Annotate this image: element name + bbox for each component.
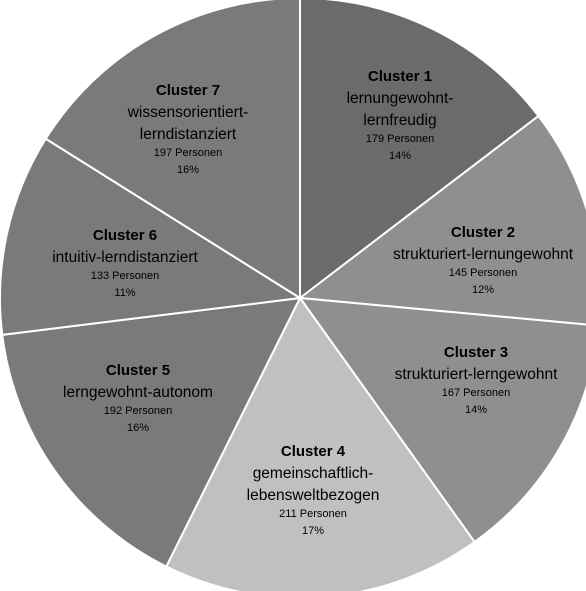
slice-percent: 16% bbox=[177, 164, 199, 176]
slice-count: 197 Personen bbox=[154, 147, 223, 159]
slice-label-cluster-4: Cluster 4 gemeinschaftlich-lebensweltbezo… bbox=[247, 443, 380, 537]
slice-name: lernungewohnt- bbox=[347, 90, 454, 107]
slice-name: lerndistanziert bbox=[140, 126, 237, 143]
slice-name: strukturiert-lerngewohnt bbox=[395, 366, 559, 383]
slice-name: lerngewohnt-autonom bbox=[63, 384, 213, 401]
slice-percent: 11% bbox=[114, 287, 135, 299]
slice-label-cluster-1: Cluster 1 lernungewohnt-lernfreudig 179 Pe… bbox=[347, 68, 454, 162]
pie-slice-cluster-7 bbox=[44, 0, 301, 300]
slice-label-cluster-5: Cluster 5 lerngewohnt-autonom 192 Personen… bbox=[63, 362, 213, 434]
slice-count: 179 Personen bbox=[366, 133, 435, 145]
slice-title: Cluster 3 bbox=[444, 344, 508, 361]
slice-count: 145 Personen bbox=[449, 267, 518, 279]
slice-name: strukturiert-lernungewohnt bbox=[393, 246, 574, 263]
slice-label-cluster-6: Cluster 6 intuitiv-lerndistanziert 133 Per… bbox=[52, 227, 198, 299]
pie-slice-cluster-4 bbox=[164, 296, 476, 591]
pie-slice-cluster-5 bbox=[1, 296, 302, 568]
slice-title: Cluster 2 bbox=[451, 224, 515, 241]
slice-name: gemeinschaftlich- bbox=[253, 465, 374, 482]
slice-percent: 16% bbox=[127, 422, 149, 434]
slice-percent: 14% bbox=[389, 150, 411, 162]
pie-slice-cluster-1 bbox=[299, 0, 540, 301]
slice-count: 192 Personen bbox=[104, 405, 173, 417]
slice-name: wissensorientiert- bbox=[127, 104, 249, 121]
slice-name: intuitiv-lerndistanziert bbox=[52, 249, 198, 266]
pie-slice-cluster-6 bbox=[0, 137, 303, 336]
slice-count: 133 Personen bbox=[91, 270, 160, 282]
pie-slice-cluster-3 bbox=[297, 296, 586, 544]
slice-name: lebensweltbezogen bbox=[247, 487, 380, 504]
slice-title: Cluster 6 bbox=[93, 227, 157, 244]
slice-percent: 17% bbox=[302, 525, 324, 537]
slice-title: Cluster 1 bbox=[368, 68, 432, 85]
slice-label-cluster-2: Cluster 2 strukturiert-lernungewohnt 145 P… bbox=[393, 224, 574, 296]
slice-title: Cluster 5 bbox=[106, 362, 170, 379]
slice-count: 211 Personen bbox=[279, 508, 347, 520]
slice-title: Cluster 7 bbox=[156, 82, 220, 99]
slice-count: 167 Personen bbox=[442, 387, 511, 399]
slice-label-cluster-3: Cluster 3 strukturiert-lerngewohnt 167 Per… bbox=[395, 344, 559, 416]
slice-label-cluster-7: Cluster 7 wissensorientiert-lerndistanzie… bbox=[127, 82, 249, 176]
pie-labels: Cluster 1 lernungewohnt-lernfreudig 179 Pe… bbox=[52, 68, 574, 537]
slice-percent: 12% bbox=[472, 284, 494, 296]
slice-percent: 14% bbox=[465, 404, 487, 416]
pie-slice-cluster-2 bbox=[297, 114, 586, 326]
slice-title: Cluster 4 bbox=[281, 443, 346, 460]
slice-name: lernfreudig bbox=[363, 112, 436, 129]
